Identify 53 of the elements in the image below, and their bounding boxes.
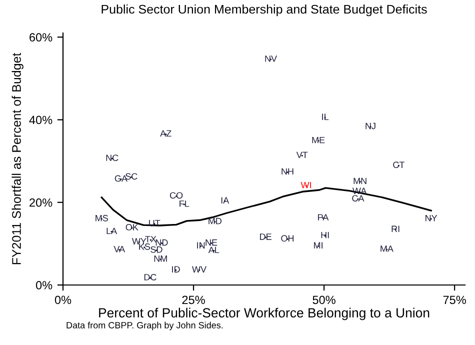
data-label: ME <box>312 136 325 144</box>
data-label: LA <box>106 228 118 234</box>
data-label: MS <box>96 214 108 222</box>
data-label: PA <box>318 214 329 220</box>
data-label: SC <box>126 173 138 180</box>
data-label: NV <box>265 56 278 62</box>
data-label: MA <box>380 246 394 252</box>
data-label: AZ <box>160 130 172 137</box>
data-label: ID <box>172 266 180 272</box>
x-axis-title: Percent of Public-Sector Workforce Belonging to a Union <box>99 308 430 320</box>
data-label: VT <box>296 152 308 158</box>
y-tick-label: 40% <box>29 116 52 124</box>
data-label: NC <box>106 154 118 162</box>
data-label: NM <box>154 256 167 262</box>
data-label: TX <box>145 236 156 242</box>
data-label: KS <box>139 243 150 250</box>
data-label: IN <box>197 242 205 248</box>
data-label: WI <box>300 182 311 188</box>
y-tick-label: 20% <box>30 198 52 207</box>
y-tick-label: 0% <box>36 281 52 290</box>
data-label: OK <box>126 224 138 230</box>
data-label: CA <box>352 195 364 202</box>
data-label: NE <box>206 239 218 246</box>
data-label: IA <box>221 197 230 204</box>
data-label: NJ <box>366 122 376 130</box>
data-label: MN <box>354 178 366 184</box>
data-label: VA <box>114 246 126 252</box>
data-label: NY <box>426 215 438 222</box>
y-tick-label: 60% <box>30 33 52 42</box>
data-label: SD <box>150 246 162 253</box>
x-tick-label: 0% <box>54 296 72 304</box>
data-label: MI <box>314 242 322 248</box>
data-label: CO <box>170 192 183 199</box>
data-label: DE <box>260 234 272 240</box>
data-label: CT <box>393 162 405 168</box>
data-label: MD <box>208 218 222 224</box>
x-tick-label: 75% <box>443 296 466 304</box>
data-label: GA <box>114 175 128 182</box>
x-tick-label: 25% <box>182 296 205 304</box>
x-tick-label: 50% <box>312 296 336 304</box>
data-label: ND <box>156 239 168 246</box>
data-label: FL <box>180 200 190 207</box>
data-label: WY <box>132 238 146 244</box>
data-label: OH <box>281 235 294 242</box>
data-label: AL <box>208 246 220 254</box>
data-label: WV <box>192 266 206 272</box>
y-axis-title: FY2011 Shortfall as Percent of Budget <box>12 52 24 264</box>
data-label: HI <box>321 232 329 238</box>
chart-title: Public Sector Union Membership and State Budget Deficits <box>102 4 427 16</box>
text: Data from CBPP. Graph by John Sides. <box>66 322 223 330</box>
data-label: RI <box>392 226 400 232</box>
data-label: DC <box>144 274 156 280</box>
data-label: NH <box>282 168 294 175</box>
